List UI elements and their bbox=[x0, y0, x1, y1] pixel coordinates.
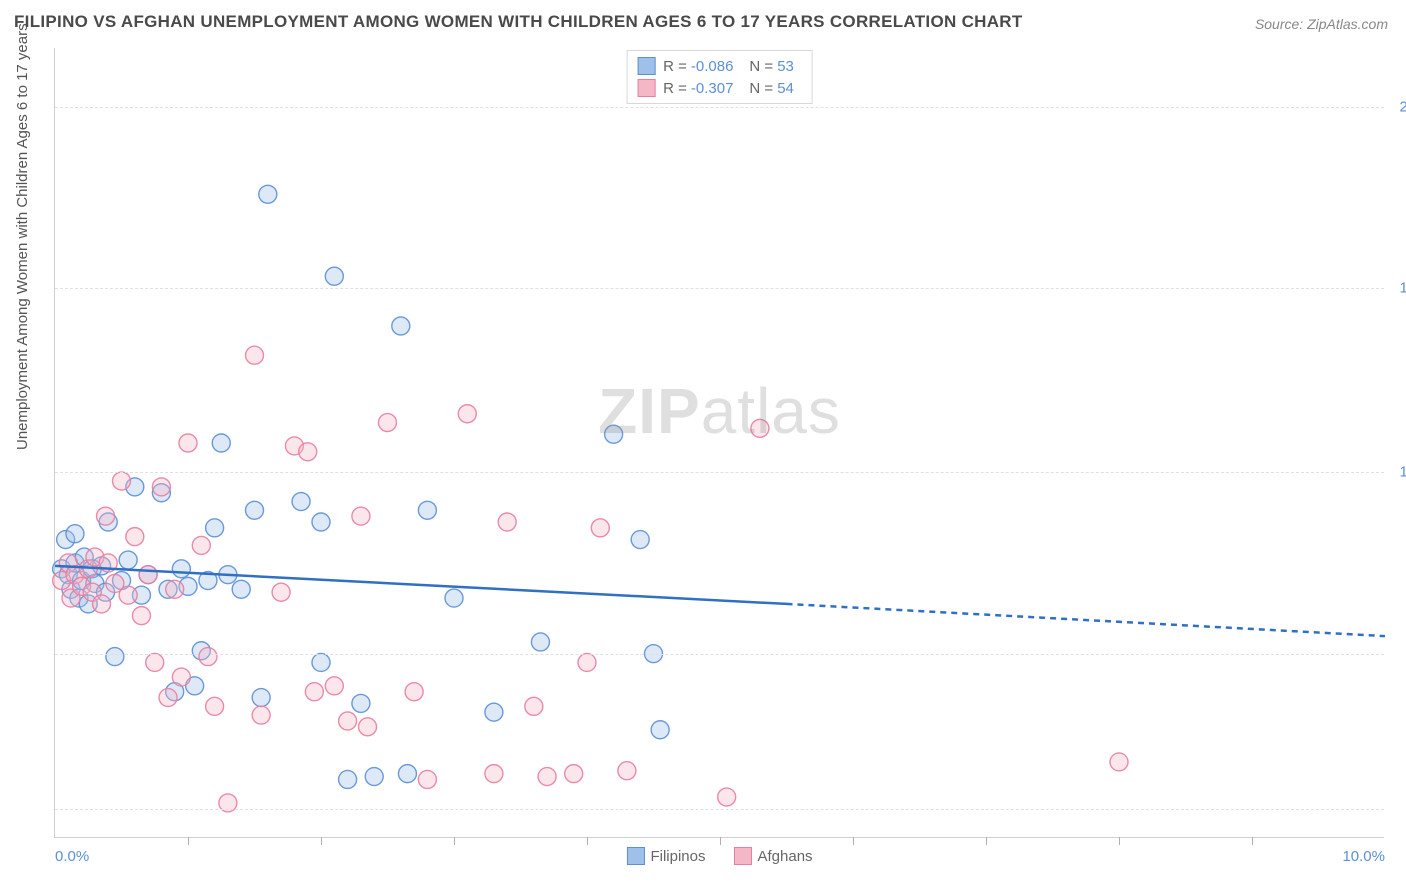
r-value-afghans: -0.307 bbox=[691, 80, 734, 97]
legend-item-afghans: Afghans bbox=[733, 847, 812, 865]
source-attribution: Source: ZipAtlas.com bbox=[1255, 16, 1388, 32]
legend-label-afghans: Afghans bbox=[757, 848, 812, 865]
series-legend: Filipinos Afghans bbox=[626, 847, 812, 865]
swatch-afghans-btm bbox=[733, 847, 751, 865]
y-axis-label: Unemployment Among Women with Children A… bbox=[14, 23, 31, 450]
y-tick-label: 12.5% bbox=[1399, 464, 1406, 481]
n-value-afghans: 54 bbox=[777, 80, 794, 97]
swatch-filipinos-btm bbox=[626, 847, 644, 865]
chart-plot-area: ZIPatlas R =-0.086 N =53 R =-0.307 N =54… bbox=[54, 48, 1384, 838]
y-tick-label: 25.0% bbox=[1399, 98, 1406, 115]
r-value-filipinos: -0.086 bbox=[691, 58, 734, 75]
x-tick-label: 0.0% bbox=[55, 848, 89, 865]
y-tick-label: 18.8% bbox=[1399, 279, 1406, 296]
legend-row-afghans: R =-0.307 N =54 bbox=[637, 77, 802, 99]
swatch-filipinos bbox=[637, 57, 655, 75]
legend-label-filipinos: Filipinos bbox=[650, 848, 705, 865]
chart-title: FILIPINO VS AFGHAN UNEMPLOYMENT AMONG WO… bbox=[14, 12, 1023, 32]
correlation-legend: R =-0.086 N =53 R =-0.307 N =54 bbox=[626, 50, 813, 104]
legend-item-filipinos: Filipinos bbox=[626, 847, 705, 865]
legend-row-filipinos: R =-0.086 N =53 bbox=[637, 55, 802, 77]
swatch-afghans bbox=[637, 79, 655, 97]
x-tick-label: 10.0% bbox=[1342, 848, 1385, 865]
n-value-filipinos: 53 bbox=[777, 58, 794, 75]
plot-svg bbox=[55, 48, 1384, 837]
